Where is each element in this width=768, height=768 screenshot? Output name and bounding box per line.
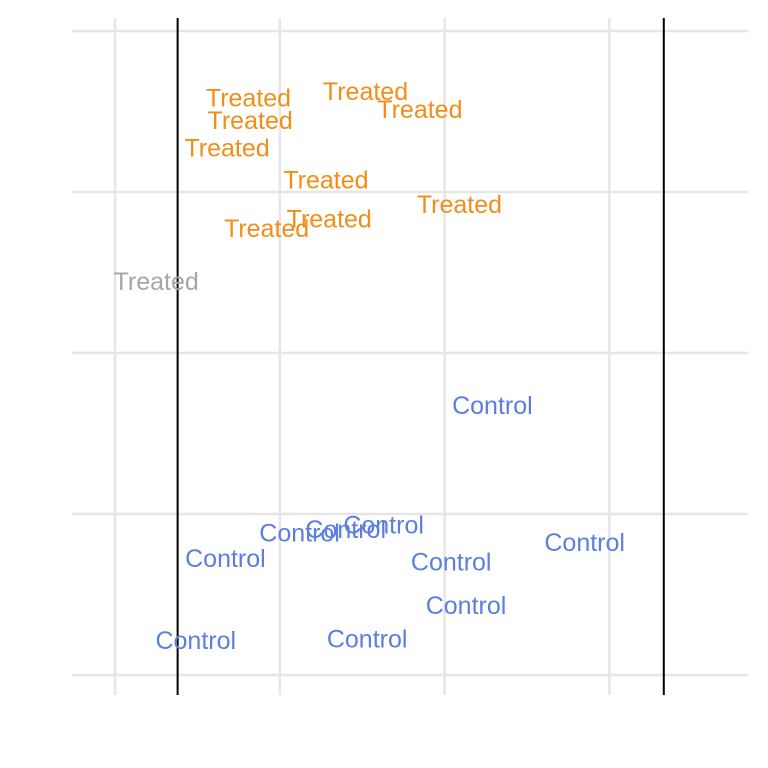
point-label-control: Control bbox=[411, 548, 492, 576]
point-label-treated: Treated bbox=[377, 96, 462, 124]
point-label-treated: Treated bbox=[224, 215, 309, 243]
point-label-treated: Treated bbox=[323, 78, 408, 106]
point-label-control: Control bbox=[452, 392, 533, 420]
point-label-treated: Treated bbox=[283, 167, 368, 195]
point-label-treated: Treated bbox=[184, 135, 269, 163]
point-label-control: Control bbox=[259, 519, 340, 547]
point-label-treated: Treated bbox=[417, 191, 502, 219]
point-label-treated: Treated bbox=[206, 85, 291, 113]
point-label-control: Control bbox=[544, 529, 625, 557]
point-label-control: Control bbox=[185, 545, 266, 573]
grid-layer bbox=[72, 18, 748, 695]
point-label-control: Control bbox=[343, 511, 424, 539]
point-label-treated: Treated bbox=[208, 107, 293, 135]
point-label-control: Control bbox=[305, 516, 386, 544]
point-label-treated: Treated bbox=[287, 205, 372, 233]
reference-lines bbox=[176, 18, 665, 695]
point-label-control: Control bbox=[327, 626, 408, 654]
point-labels: Treated TreatedTreatedTreatedTreatedTreat… bbox=[114, 78, 625, 655]
point-label-control: Control bbox=[155, 627, 236, 655]
point-label-treated: Treated bbox=[114, 268, 199, 296]
point-label-control: Control bbox=[426, 592, 507, 620]
